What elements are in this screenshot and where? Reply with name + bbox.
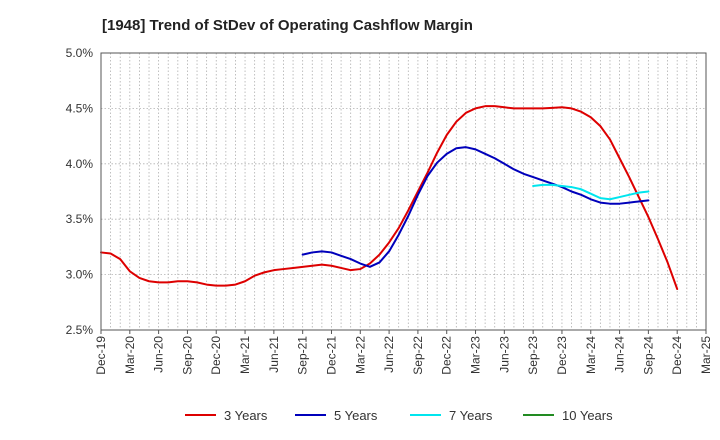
series-line-3-years — [100, 105, 679, 290]
x-tick-label: Dec-22 — [440, 336, 454, 375]
y-tick-label: 3.0% — [66, 268, 94, 282]
plot-border — [100, 52, 707, 331]
legend-item: 7 Years — [410, 408, 493, 423]
legend-label: 3 Years — [224, 408, 268, 423]
x-tick-label: Jun-22 — [382, 336, 396, 373]
legend-label: 7 Years — [449, 408, 493, 423]
plot-area — [101, 53, 706, 330]
x-tick-label: Mar-21 — [238, 336, 252, 374]
y-tick-label: 4.0% — [66, 157, 94, 171]
series-line-5-years — [301, 146, 650, 268]
series-line-7-years — [532, 183, 650, 201]
legend-label: 10 Years — [562, 408, 613, 423]
legend-label: 5 Years — [334, 408, 378, 423]
x-tick-label: Jun-21 — [267, 336, 281, 373]
y-tick-label: 3.5% — [66, 212, 94, 226]
series-lines — [100, 105, 679, 290]
legend-item: 3 Years — [185, 408, 268, 423]
y-tick-label: 2.5% — [66, 323, 94, 337]
x-tick-label: Mar-22 — [353, 336, 367, 374]
x-tick-label: Dec-23 — [555, 336, 569, 375]
y-tick-label: 5.0% — [66, 46, 94, 60]
x-tick-label: Sep-20 — [180, 336, 194, 375]
x-tick-label: Sep-21 — [296, 336, 310, 375]
x-tick-label: Dec-19 — [94, 336, 108, 375]
y-tick-label: 4.5% — [66, 101, 94, 115]
x-tick-label: Dec-24 — [670, 336, 684, 375]
x-tick-label: Mar-25 — [699, 336, 713, 374]
x-tick-label: Sep-22 — [411, 336, 425, 375]
legend: 3 Years 5 Years 7 Years 10 Years — [185, 408, 613, 423]
x-tick-label: Dec-20 — [209, 336, 223, 375]
x-tick-label: Jun-23 — [497, 336, 511, 373]
legend-item: 10 Years — [523, 408, 613, 423]
x-tick-label: Jun-24 — [613, 336, 627, 373]
x-tick-label: Mar-24 — [584, 336, 598, 374]
legend-item: 5 Years — [295, 408, 378, 423]
x-tick-label: Jun-20 — [152, 336, 166, 373]
x-tick-label: Dec-21 — [324, 336, 338, 375]
chart-title: [1948] Trend of StDev of Operating Cashf… — [102, 17, 473, 34]
x-tick-label: Mar-23 — [469, 336, 483, 374]
x-tick-label: Sep-23 — [526, 336, 540, 375]
x-tick-label: Mar-20 — [123, 336, 137, 374]
plot-background — [101, 53, 706, 330]
axes: 2.5% 3.0% 3.5% 4.0% 4.5% 5.0% Dec-19 Mar-20 Jun-… — [66, 46, 713, 375]
x-tick-label: Sep-24 — [641, 336, 655, 375]
